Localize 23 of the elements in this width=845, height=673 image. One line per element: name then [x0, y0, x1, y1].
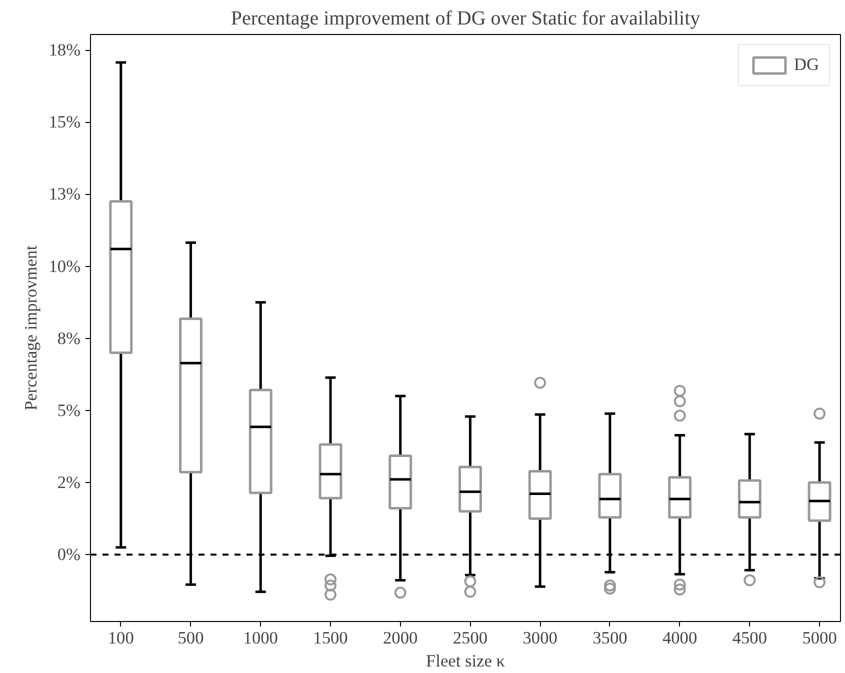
x-tick-label: 4000 [662, 628, 698, 648]
x-tick-label: 5000 [802, 628, 837, 648]
y-tick-label: 15% [48, 112, 81, 132]
x-tick-label: 2500 [452, 628, 488, 648]
y-tick-label: 13% [48, 184, 81, 204]
y-tick-label: 0% [57, 545, 81, 564]
legend-label: DG [794, 55, 819, 75]
x-tick-label: 3500 [592, 628, 628, 648]
y-tick-label: 18% [48, 40, 81, 60]
y-tick-label: 8% [57, 328, 81, 348]
y-tick-label: 5% [57, 400, 81, 420]
x-tick-label: 2000 [383, 628, 418, 648]
x-tick-label: 500 [178, 628, 204, 648]
y-tick-label: 2% [57, 473, 81, 492]
x-tick-label: 100 [108, 628, 134, 648]
x-axis-title: Fleet size κ [426, 652, 506, 670]
x-tick-label: 1500 [313, 628, 348, 648]
x-tick-label: 3000 [522, 628, 558, 648]
x-tick-label: 1000 [243, 628, 278, 648]
chart-title: Percentage improvement of DG over Static for availability [230, 8, 700, 30]
y-axis-title: Percentage improvment [22, 245, 41, 411]
x-tick-label: 4500 [732, 628, 768, 648]
y-tick-label: 10% [48, 256, 81, 276]
